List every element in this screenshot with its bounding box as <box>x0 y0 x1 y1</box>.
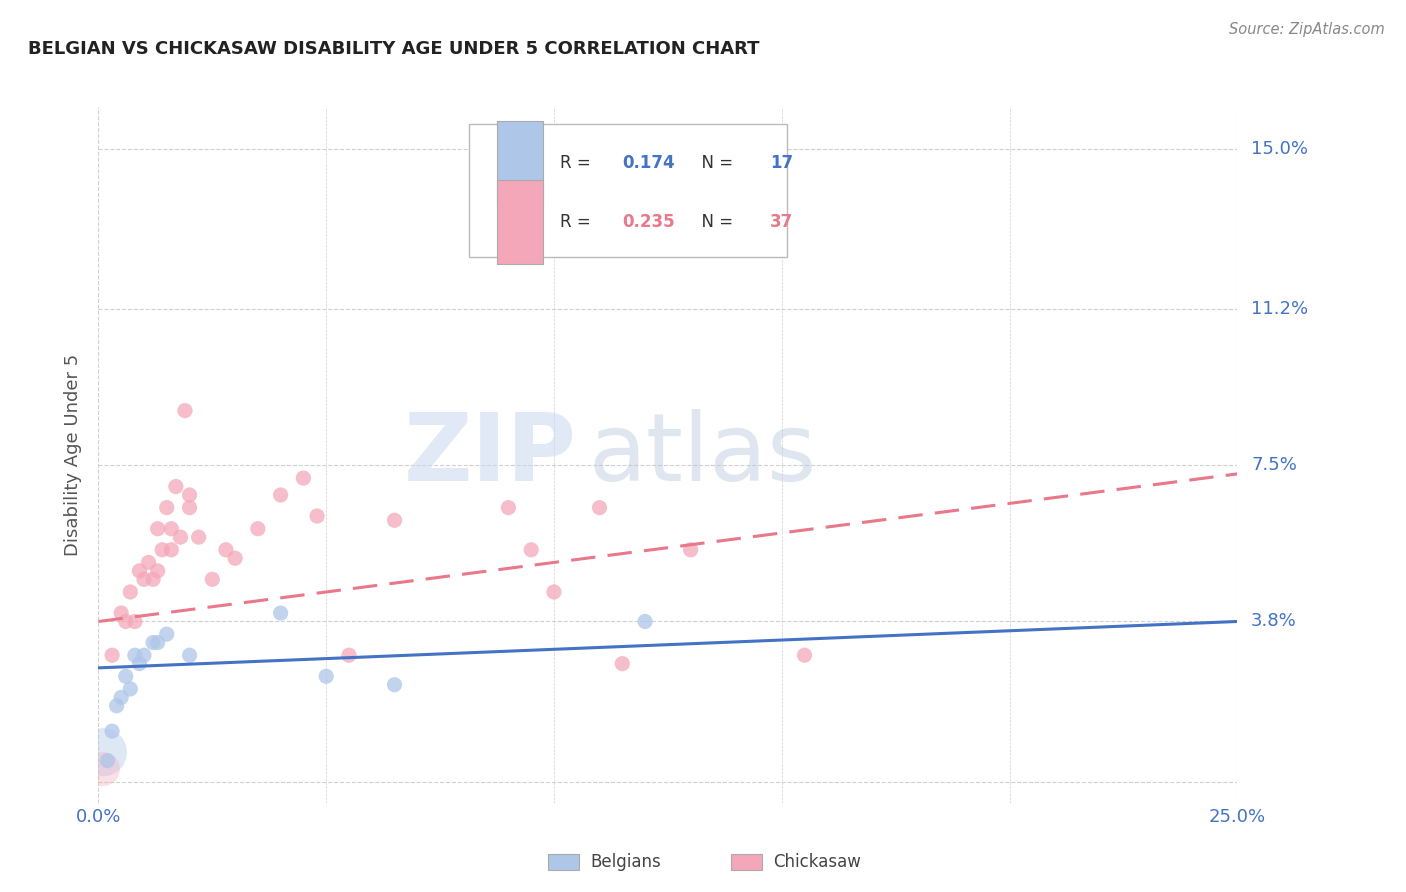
Point <box>588 500 610 515</box>
Text: 37: 37 <box>770 213 793 231</box>
Point <box>384 513 406 527</box>
Point <box>124 615 146 629</box>
Point <box>520 542 543 557</box>
Point <box>146 522 169 536</box>
Point <box>215 542 238 557</box>
Point <box>187 530 209 544</box>
Point <box>337 648 360 663</box>
Point <box>120 585 142 599</box>
Point <box>146 564 169 578</box>
Point <box>96 754 118 768</box>
Y-axis label: Disability Age Under 5: Disability Age Under 5 <box>65 354 83 556</box>
Point <box>114 669 136 683</box>
Point <box>270 606 292 620</box>
Point <box>128 657 150 671</box>
Point <box>384 678 406 692</box>
Point <box>110 606 132 620</box>
Point <box>150 542 173 557</box>
Point <box>543 585 565 599</box>
Point <box>160 542 183 557</box>
Point <box>174 403 197 417</box>
Point <box>612 657 634 671</box>
Text: Belgians: Belgians <box>591 853 661 871</box>
Point <box>165 479 187 493</box>
Text: Source: ZipAtlas.com: Source: ZipAtlas.com <box>1229 22 1385 37</box>
Text: 7.5%: 7.5% <box>1251 457 1298 475</box>
Point <box>128 564 150 578</box>
FancyBboxPatch shape <box>468 124 787 257</box>
Point <box>169 530 191 544</box>
Point <box>105 698 128 713</box>
Point <box>91 762 114 776</box>
Point <box>201 572 224 586</box>
Point <box>634 615 657 629</box>
Point <box>793 648 815 663</box>
Text: BELGIAN VS CHICKASAW DISABILITY AGE UNDER 5 CORRELATION CHART: BELGIAN VS CHICKASAW DISABILITY AGE UNDE… <box>28 40 759 58</box>
Text: N =: N = <box>690 154 738 172</box>
Text: R =: R = <box>560 213 596 231</box>
Point <box>160 522 183 536</box>
Point <box>142 572 165 586</box>
Point <box>132 648 155 663</box>
Point <box>101 724 124 739</box>
Text: Chickasaw: Chickasaw <box>773 853 860 871</box>
Point <box>114 615 136 629</box>
Point <box>307 509 329 524</box>
Text: R =: R = <box>560 154 596 172</box>
Point <box>224 551 246 566</box>
Text: 11.2%: 11.2% <box>1251 301 1309 318</box>
Point <box>270 488 292 502</box>
Point <box>146 635 169 649</box>
Point <box>138 556 160 570</box>
Text: N =: N = <box>690 213 738 231</box>
Point <box>498 500 520 515</box>
Text: ZIP: ZIP <box>404 409 576 501</box>
Point <box>156 627 179 641</box>
Point <box>179 500 201 515</box>
Point <box>91 745 114 759</box>
Text: atlas: atlas <box>588 409 817 501</box>
Text: 0.174: 0.174 <box>623 154 675 172</box>
Point <box>142 635 165 649</box>
Point <box>246 522 269 536</box>
Point <box>101 648 124 663</box>
Point <box>179 648 201 663</box>
Point <box>132 572 155 586</box>
Point <box>110 690 132 705</box>
Point <box>179 488 201 502</box>
Point <box>315 669 337 683</box>
FancyBboxPatch shape <box>498 121 543 205</box>
Point <box>120 681 142 696</box>
Text: 15.0%: 15.0% <box>1251 140 1308 158</box>
Point <box>679 542 702 557</box>
Text: 17: 17 <box>770 154 793 172</box>
Text: 0.235: 0.235 <box>623 213 675 231</box>
Point <box>292 471 315 485</box>
Point <box>124 648 146 663</box>
FancyBboxPatch shape <box>498 180 543 264</box>
Text: 3.8%: 3.8% <box>1251 613 1296 631</box>
Point <box>156 500 179 515</box>
